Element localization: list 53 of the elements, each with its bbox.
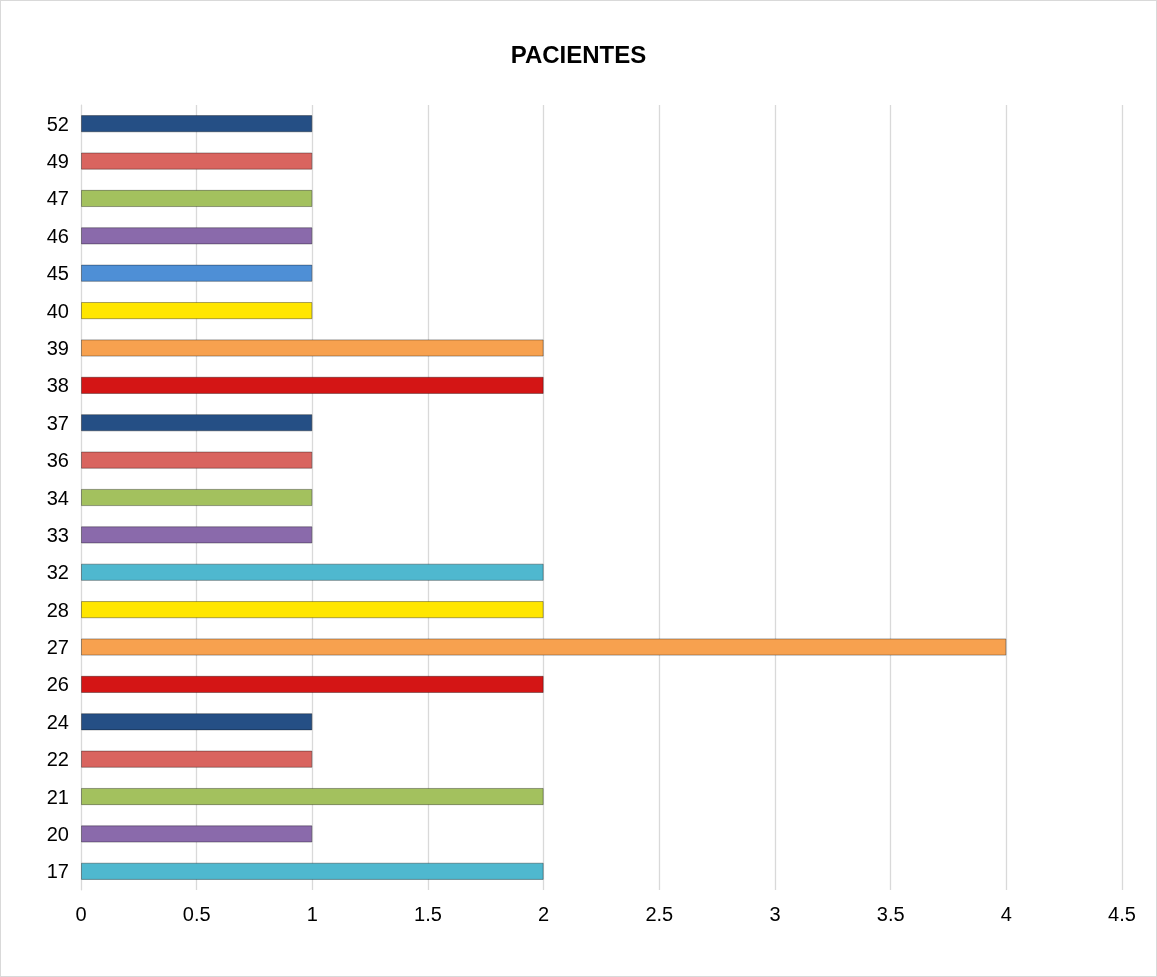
bar [81, 825, 313, 843]
y-tick-label: 32 [46, 561, 69, 584]
bar [81, 526, 313, 544]
bar [81, 675, 544, 693]
y-tick-label: 39 [46, 336, 69, 359]
y-tick-label: 27 [46, 636, 69, 659]
y-tick-label: 24 [46, 710, 69, 733]
x-tick-label: 3 [769, 903, 781, 925]
y-tick-label: 22 [46, 748, 69, 771]
bar [81, 713, 313, 731]
y-tick-label: 40 [46, 299, 69, 322]
bar [81, 862, 544, 880]
bar [81, 563, 544, 581]
x-tick-label: 0.5 [182, 903, 211, 925]
bar [81, 189, 313, 208]
bar [81, 787, 544, 806]
x-tick-label: 2 [538, 903, 550, 925]
x-tick-label: 0 [75, 903, 87, 925]
x-tick-label: 4.5 [1108, 903, 1136, 925]
bar [81, 376, 544, 394]
y-tick-label: 36 [46, 449, 69, 472]
y-tick-label: 47 [46, 187, 69, 210]
y-tick-label: 20 [46, 822, 69, 845]
bar [81, 227, 313, 245]
y-tick-label: 52 [46, 112, 69, 135]
x-tick-label: 3.5 [876, 903, 905, 925]
y-tick-label: 45 [46, 262, 69, 285]
chart-title: PACIENTES [510, 40, 647, 68]
y-tick-label: 34 [46, 486, 69, 509]
bar [81, 750, 313, 768]
bar [81, 451, 313, 469]
x-tick-label: 1 [306, 903, 318, 925]
bar [81, 302, 313, 320]
y-tick-label: 21 [46, 785, 69, 808]
x-tick-label: 2.5 [645, 903, 674, 925]
y-tick-label: 26 [46, 673, 69, 696]
bar [81, 414, 313, 432]
x-tick-label: 4 [1000, 903, 1012, 925]
bar [81, 601, 544, 619]
y-tick-label: 17 [46, 860, 69, 883]
bar [81, 339, 544, 357]
bar [81, 152, 313, 170]
y-tick-label: 37 [46, 411, 69, 434]
bar [81, 638, 1007, 656]
y-tick-label: 28 [46, 598, 69, 621]
bar [81, 115, 313, 133]
y-tick-label: 33 [46, 523, 69, 546]
y-tick-label: 38 [46, 374, 69, 397]
x-tick-label: 1.5 [414, 903, 442, 925]
y-tick-label: 46 [46, 224, 69, 247]
y-tick-label: 49 [46, 150, 69, 173]
bar [81, 264, 313, 282]
bar [81, 488, 313, 507]
